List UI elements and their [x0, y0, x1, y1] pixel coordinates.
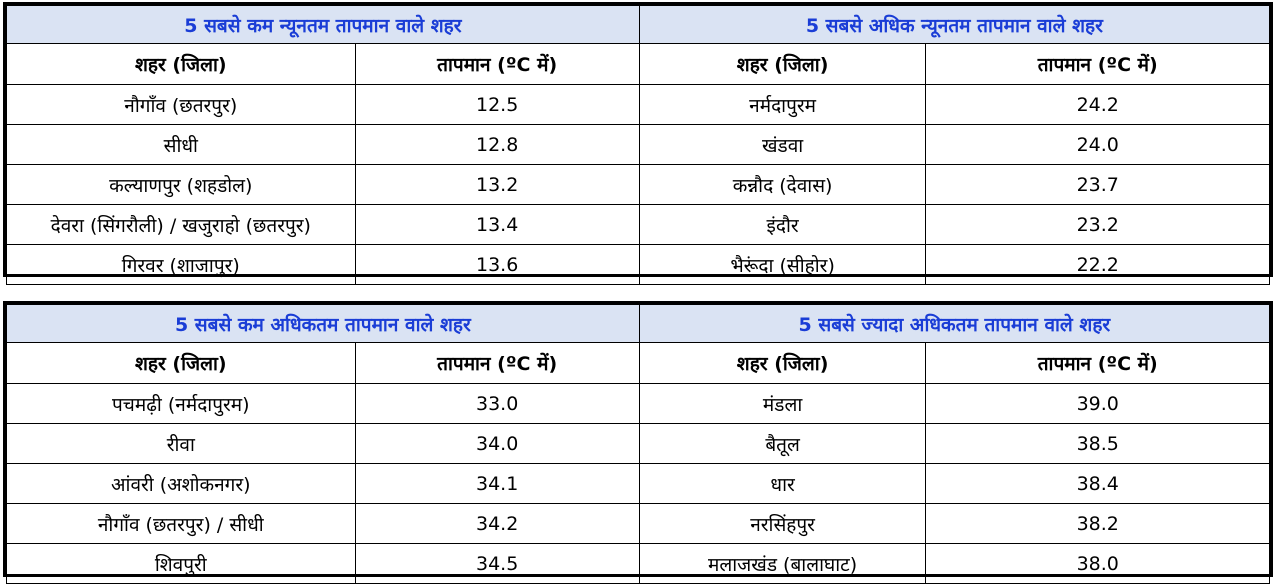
column-header-city: शहर (जिला)	[6, 342, 356, 384]
city-cell: मंडला	[638, 383, 927, 424]
column-header-city: शहर (जिला)	[638, 43, 927, 85]
city-cell: रीवा	[6, 423, 356, 464]
city-cell: पचमढ़ी (नर्मदापुरम)	[6, 383, 356, 424]
column-header-temp: तापमान (ºC में)	[354, 43, 640, 85]
city-cell: कन्नौद (देवास)	[638, 164, 927, 205]
city-cell: धार	[638, 463, 927, 504]
temp-cell: 34.5	[354, 543, 640, 584]
city-cell: गिरवर (शाजापुर)	[6, 244, 356, 285]
temp-cell: 39.0	[925, 383, 1270, 424]
table-row: शिवपुरी 34.5 मलाजखंड (बालाघाट) 38.0	[6, 543, 1270, 584]
city-cell: भैरूंदा (सीहोर)	[638, 244, 927, 285]
section-title-lowest-min: 5 सबसे कम न्यूनतम तापमान वाले शहर	[6, 5, 640, 44]
column-header-temp: तापमान (ºC में)	[925, 43, 1270, 85]
temp-cell: 22.2	[925, 244, 1270, 285]
temp-cell: 13.2	[354, 164, 640, 205]
temp-cell: 34.1	[354, 463, 640, 504]
column-header-temp: तापमान (ºC में)	[925, 342, 1270, 384]
column-header-city: शहर (जिला)	[6, 43, 356, 85]
temp-cell: 34.0	[354, 423, 640, 464]
temp-cell: 13.4	[354, 204, 640, 245]
table-min-temp: 5 सबसे कम न्यूनतम तापमान वाले शहर 5 सबसे…	[6, 5, 1271, 285]
table-row: देवरा (सिंगरौली) / खजुराहो (छतरपुर) 13.4…	[6, 204, 1270, 245]
table-row: नौगाँव (छतरपुर) 12.5 नर्मदापुरम 24.2	[6, 84, 1270, 125]
table-row: नौगाँव (छतरपुर) / सीधी 34.2 नरसिंहपुर 38…	[6, 503, 1270, 544]
table-max-temp: 5 सबसे कम अधिकतम तापमान वाले शहर 5 सबसे …	[6, 304, 1271, 584]
city-cell: इंदौर	[638, 204, 927, 245]
temp-cell: 13.6	[354, 244, 640, 285]
temp-cell: 38.4	[925, 463, 1270, 504]
city-cell: सीधी	[6, 124, 356, 165]
city-cell: देवरा (सिंगरौली) / खजुराहो (छतरपुर)	[6, 204, 356, 245]
city-cell: नर्मदापुरम	[638, 84, 927, 125]
temp-cell: 12.5	[354, 84, 640, 125]
table-row: पचमढ़ी (नर्मदापुरम) 33.0 मंडला 39.0	[6, 383, 1270, 424]
section-title-highest-min: 5 सबसे अधिक न्यूनतम तापमान वाले शहर	[638, 5, 1271, 44]
table-row: कल्याणपुर (शहडोल) 13.2 कन्नौद (देवास) 23…	[6, 164, 1270, 205]
max-temperature-table: 5 सबसे कम अधिकतम तापमान वाले शहर 5 सबसे …	[3, 301, 1273, 584]
temp-cell: 23.7	[925, 164, 1270, 205]
min-temperature-table: 5 सबसे कम न्यूनतम तापमान वाले शहर 5 सबसे…	[3, 2, 1273, 285]
temp-cell: 34.2	[354, 503, 640, 544]
table-row: रीवा 34.0 बैतूल 38.5	[6, 423, 1270, 464]
table-row: गिरवर (शाजापुर) 13.6 भैरूंदा (सीहोर) 22.…	[6, 244, 1270, 285]
city-cell: आंवरी (अशोकनगर)	[6, 463, 356, 504]
column-header-temp: तापमान (ºC में)	[354, 342, 640, 384]
section-title-highest-max: 5 सबसे ज्यादा अधिकतम तापमान वाले शहर	[638, 304, 1271, 343]
temp-cell: 33.0	[354, 383, 640, 424]
city-cell: बैतूल	[638, 423, 927, 464]
temp-cell: 38.2	[925, 503, 1270, 544]
section-title-lowest-max: 5 सबसे कम अधिकतम तापमान वाले शहर	[6, 304, 640, 343]
column-header-city: शहर (जिला)	[638, 342, 927, 384]
city-cell: नरसिंहपुर	[638, 503, 927, 544]
temp-cell: 12.8	[354, 124, 640, 165]
temp-cell: 23.2	[925, 204, 1270, 245]
temp-cell: 24.0	[925, 124, 1270, 165]
temp-cell: 38.0	[925, 543, 1270, 584]
city-cell: नौगाँव (छतरपुर)	[6, 84, 356, 125]
table-row: आंवरी (अशोकनगर) 34.1 धार 38.4	[6, 463, 1270, 504]
city-cell: खंडवा	[638, 124, 927, 165]
table-row: सीधी 12.8 खंडवा 24.0	[6, 124, 1270, 165]
temp-cell: 38.5	[925, 423, 1270, 464]
city-cell: नौगाँव (छतरपुर) / सीधी	[6, 503, 356, 544]
city-cell: शिवपुरी	[6, 543, 356, 584]
city-cell: कल्याणपुर (शहडोल)	[6, 164, 356, 205]
temp-cell: 24.2	[925, 84, 1270, 125]
